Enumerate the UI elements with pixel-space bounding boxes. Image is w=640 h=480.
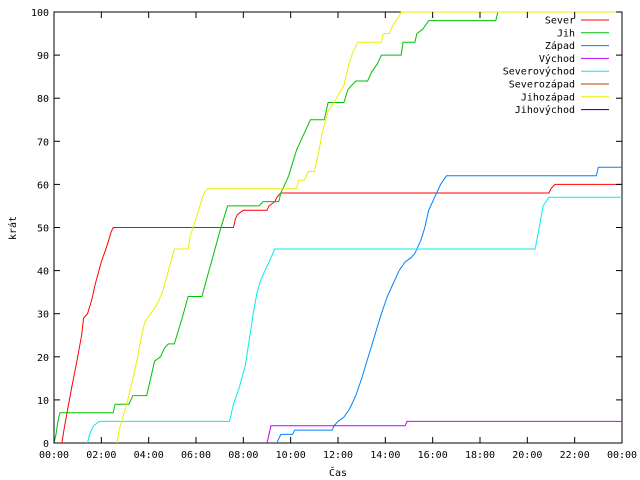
x-tick-label: 10:00 [276,450,306,461]
legend-label: Západ [545,40,575,52]
legend-label: Jihozápad [521,91,575,103]
y-tick-label: 30 [37,310,49,321]
legend-label: Jih [557,28,575,39]
x-tick-label: 02:00 [86,450,116,461]
x-tick-label: 06:00 [181,450,211,461]
y-tick-label: 60 [37,180,49,191]
x-tick-label: 18:00 [465,450,495,461]
x-axis-label: Čas [329,466,347,479]
x-tick-label: 12:00 [323,450,353,461]
x-tick-label: 08:00 [228,450,258,461]
legend: SeverJihZápadVýchodSeverovýchodSeverozáp… [503,16,609,116]
y-tick-label: 100 [31,8,49,19]
y-tick-label: 90 [37,51,49,62]
x-tick-label: 00:00 [39,450,69,461]
legend-label: Jihovýchod [515,104,575,116]
x-tick-label: 00:00 [607,450,637,461]
y-tick-label: 80 [37,94,49,105]
y-axis-label: krát [7,216,19,240]
y-tick-label: 40 [37,267,49,278]
series-line-6 [116,11,622,444]
y-tick-label: 10 [37,396,49,407]
series-line-4 [87,196,622,444]
y-tick-label: 50 [37,224,49,235]
x-tick-label: 14:00 [370,450,400,461]
x-tick-label: 20:00 [512,450,542,461]
y-tick-label: 70 [37,137,49,148]
ticks-layer: 0 10 20 30 40 50 60 70 80 90 100 00:00 02:00 04:00 06:… [31,8,637,461]
y-tick-label: 20 [37,353,49,364]
series-line-1 [53,11,622,444]
series-line-0 [61,183,622,444]
x-tick-label: 04:00 [134,450,164,461]
legend-label: Severovýchod [503,66,575,78]
legend-label: Východ [539,53,575,65]
legend-label: Severozápad [509,79,575,91]
series-layer [53,11,622,444]
series-line-2 [276,166,622,444]
series-line-3 [266,420,622,444]
x-tick-label: 16:00 [418,450,448,461]
legend-label: Sever [545,16,575,27]
x-tick-label: 22:00 [560,450,590,461]
y-tick-label: 0 [43,439,49,450]
